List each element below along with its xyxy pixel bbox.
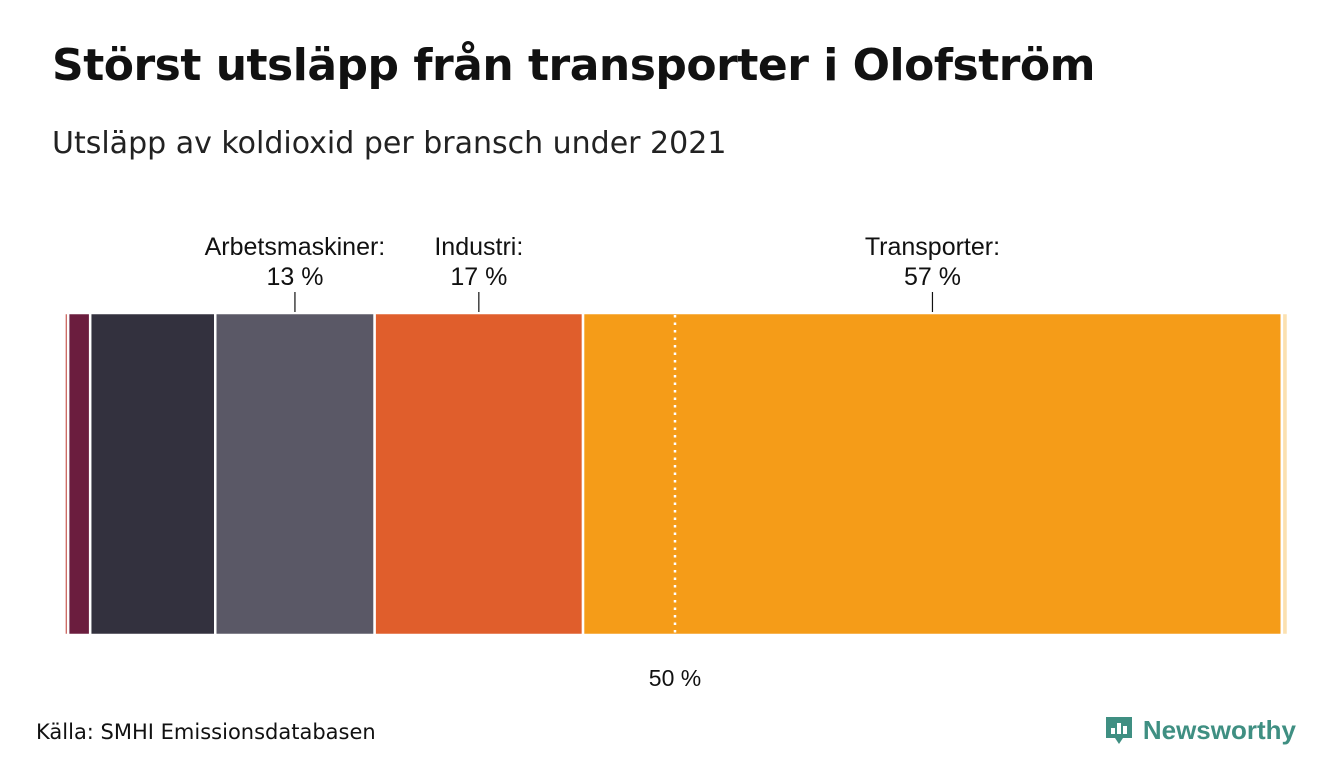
chart-subtitle: Utsläpp av koldioxid per bransch under 2… bbox=[52, 126, 727, 161]
bar-segment bbox=[581, 311, 1284, 637]
brand-name: Newsworthy bbox=[1142, 714, 1296, 745]
bar-segment bbox=[88, 311, 217, 637]
segment-label-value: 13 % bbox=[266, 263, 323, 291]
brand-logo: Newsworthy bbox=[1103, 714, 1296, 746]
bar-segment bbox=[1280, 311, 1290, 637]
segment-label-name: Industri: bbox=[434, 233, 523, 261]
bar-segment bbox=[66, 311, 92, 637]
reference-line-label: 50 % bbox=[649, 665, 701, 691]
segment-label-name: Transporter: bbox=[865, 233, 1000, 261]
segment-label-name: Arbetsmaskiner: bbox=[205, 233, 386, 261]
segment-label-value: 17 % bbox=[450, 263, 507, 291]
segment-label-value: 57 % bbox=[904, 263, 961, 291]
chart-bubble-icon bbox=[1105, 717, 1132, 744]
chart-title: Störst utsläpp från transporter i Olofst… bbox=[52, 40, 1096, 91]
source-note: Källa: SMHI Emissionsdatabasen bbox=[36, 720, 376, 744]
bar-segment bbox=[373, 311, 585, 637]
bar-segment bbox=[214, 311, 376, 637]
